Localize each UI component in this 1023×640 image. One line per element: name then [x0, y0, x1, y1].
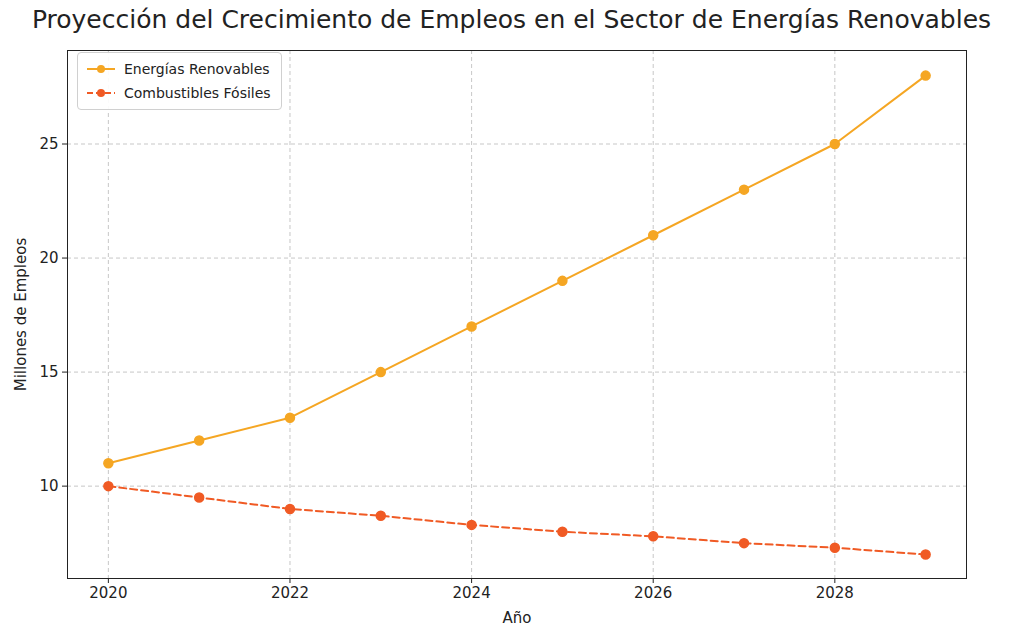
html-text:Proyección del Crecimiento de: Proyección del Crecimiento de Empleos en… [31, 5, 992, 34]
svg-text:10: 10 [39, 477, 58, 495]
svg-text:20: 20 [39, 249, 58, 267]
svg-text:Año: Año [503, 609, 532, 627]
html-text:Combustibles Fósiles: Combustibles Fósiles [124, 85, 271, 101]
svg-text:2020: 2020 [89, 584, 127, 602]
html-text:Energías Renovables: Energías Renovables [124, 61, 270, 77]
svg-text:2022: 2022 [271, 584, 309, 602]
svg-text:25: 25 [39, 135, 58, 153]
svg-text:2026: 2026 [634, 584, 672, 602]
svg-text:2024: 2024 [453, 584, 491, 602]
svg-text:15: 15 [39, 363, 58, 381]
svg-text:Millones de Empleos: Millones de Empleos [12, 238, 30, 392]
svg-text:2028: 2028 [816, 584, 854, 602]
